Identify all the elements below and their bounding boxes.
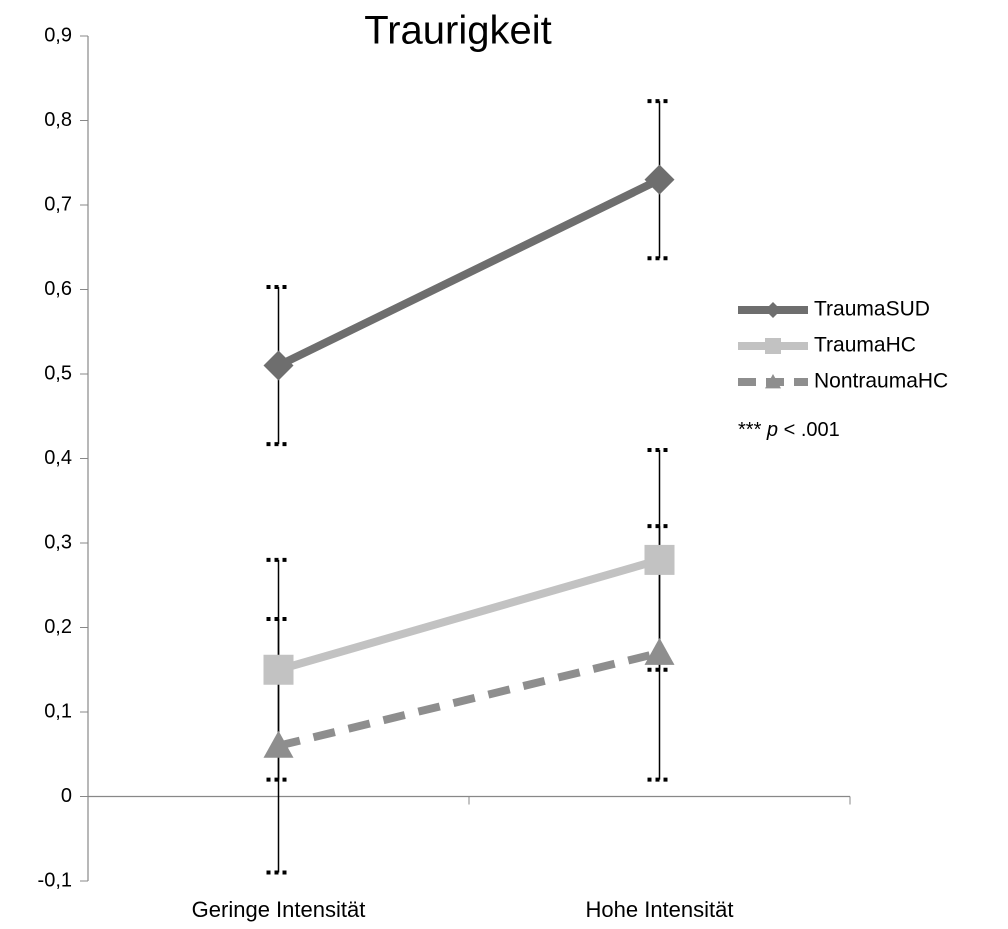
marker: [263, 654, 294, 685]
marker: [263, 730, 294, 758]
legend-label: TraumaSUD: [814, 298, 930, 321]
y-tick-label: 0,7: [44, 193, 72, 215]
y-tick-label: 0: [61, 785, 72, 807]
legend-label: NontraumaHC: [814, 370, 948, 393]
series-line: [277, 648, 661, 750]
y-tick-label: 0,1: [44, 700, 72, 722]
y-tick-label: 0,9: [44, 24, 72, 46]
y-tick-label: 0,2: [44, 616, 72, 638]
marker: [644, 544, 675, 575]
x-tick-label: Hohe Intensität: [586, 897, 734, 922]
y-tick-label: 0,3: [44, 531, 72, 553]
y-tick-label: -0,1: [38, 869, 72, 891]
annotation-rest: < .001: [784, 419, 840, 441]
y-tick-label: 0,5: [44, 362, 72, 384]
marker: [765, 374, 781, 389]
marker: [263, 350, 294, 381]
series-line: [276, 176, 662, 370]
marker: [765, 302, 781, 318]
series-line: [277, 556, 661, 674]
marker: [644, 164, 675, 195]
annotation-stars: ***: [738, 419, 762, 441]
annotation-italic: p: [766, 419, 778, 441]
marker: [765, 338, 781, 354]
y-tick-label: 0,4: [44, 447, 72, 469]
annotation: *** p < .001: [738, 419, 840, 441]
y-tick-label: 0,6: [44, 278, 72, 300]
chart-title: Traurigkeit: [364, 9, 551, 53]
legend-label: TraumaHC: [814, 334, 916, 357]
marker: [644, 637, 675, 665]
y-tick-label: 0,8: [44, 109, 72, 131]
x-tick-label: Geringe Intensität: [192, 897, 366, 922]
